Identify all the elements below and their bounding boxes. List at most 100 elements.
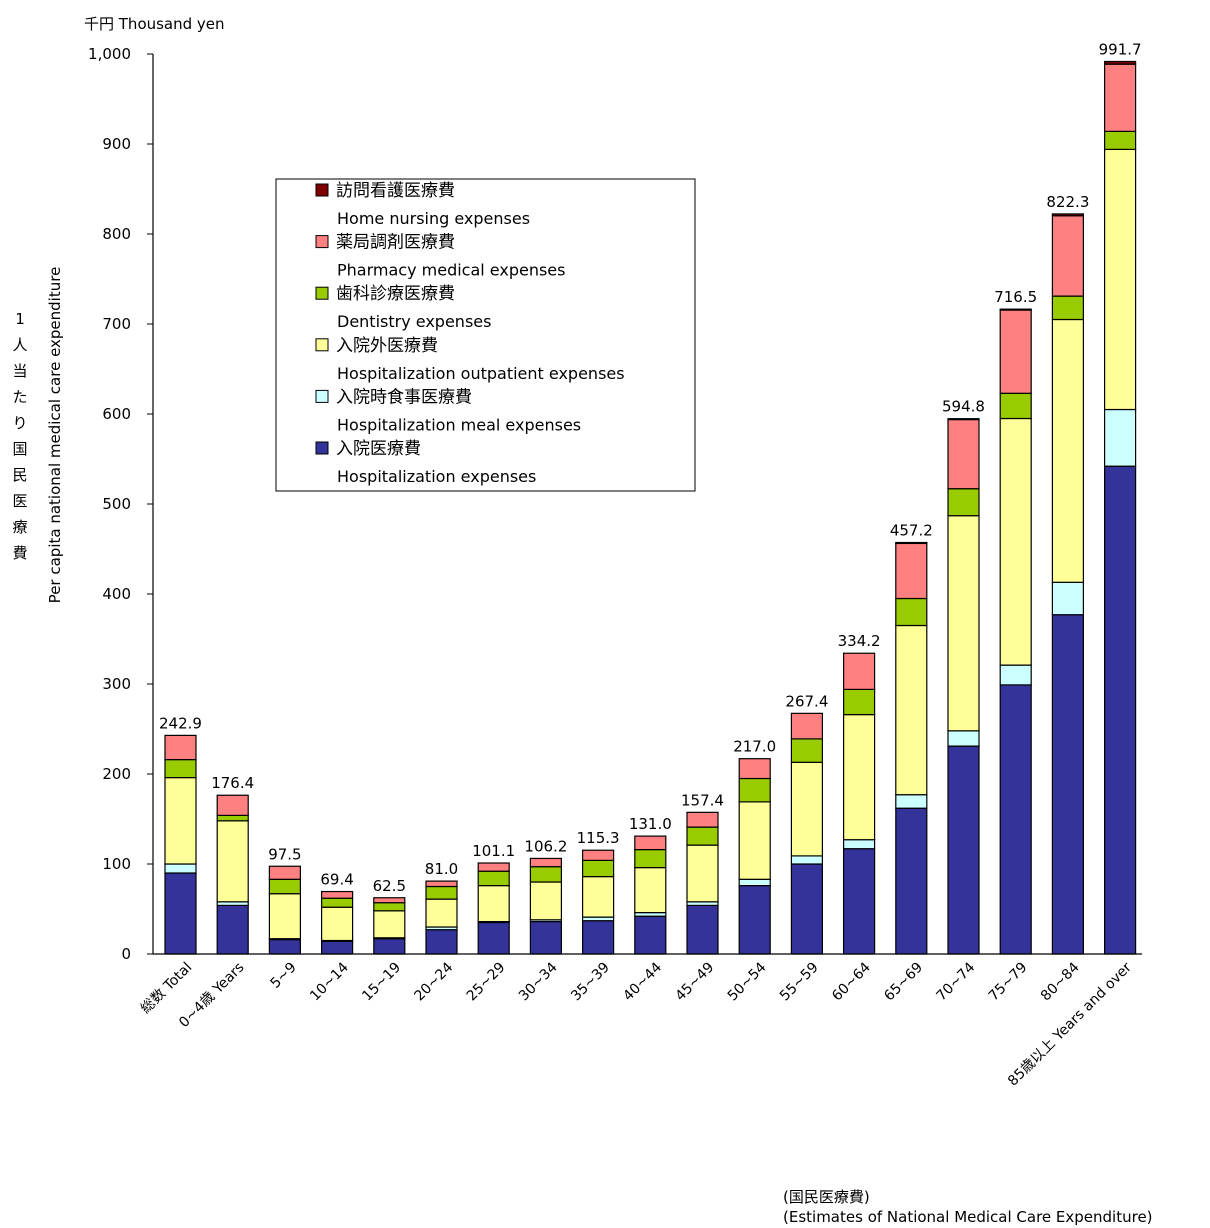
bar-segment bbox=[1103, 60, 1137, 65]
legend-swatch bbox=[315, 235, 329, 249]
bar-segment bbox=[1103, 408, 1137, 467]
bar-segment bbox=[790, 761, 824, 857]
bar-segment bbox=[216, 814, 249, 822]
legend-label-english: Pharmacy medical expenses bbox=[337, 261, 565, 280]
bar-segment bbox=[1103, 148, 1137, 411]
bar-segment bbox=[216, 794, 249, 816]
x-tick-label: 45~49 bbox=[673, 960, 718, 1005]
bar-segment bbox=[321, 940, 354, 955]
bar-segment bbox=[634, 866, 667, 914]
x-tick-label: 60~64 bbox=[829, 959, 874, 1004]
bar-segment bbox=[999, 684, 1032, 955]
bar-segment bbox=[947, 488, 980, 517]
total-label: 176.4 bbox=[211, 774, 254, 792]
bar-segment bbox=[1103, 465, 1137, 955]
y-tick-label: 500 bbox=[102, 495, 131, 513]
legend-label-english: Home nursing expenses bbox=[337, 209, 530, 228]
bar-segment bbox=[581, 849, 615, 861]
bar-segment bbox=[999, 392, 1032, 420]
bar-segment bbox=[321, 897, 354, 908]
bar-segment bbox=[373, 938, 406, 955]
bar-segment bbox=[164, 734, 197, 761]
bar-segment bbox=[790, 855, 824, 865]
total-label: 822.3 bbox=[1046, 193, 1089, 211]
total-label: 115.3 bbox=[577, 829, 620, 847]
bar-segment bbox=[581, 920, 615, 955]
bar-segment bbox=[268, 938, 301, 955]
legend-swatch bbox=[315, 286, 329, 300]
bar-segment bbox=[895, 541, 928, 545]
legend-swatch bbox=[315, 441, 329, 455]
legend-label-japanese: 訪問看護医療費 bbox=[336, 181, 455, 201]
y-axis-label-japanese-char: 人 bbox=[12, 336, 27, 354]
total-labels: 242.9 176.4 97.5 69.4 62.5 81.0 101.1 106.2 115.… bbox=[159, 40, 1142, 894]
x-tick-label: 15~19 bbox=[359, 960, 404, 1005]
bar-segment bbox=[1051, 295, 1085, 321]
y-axis-label-japanese-char: 医 bbox=[12, 492, 27, 510]
bar-segment bbox=[581, 875, 615, 918]
bar-segment bbox=[842, 713, 876, 841]
bar-segment bbox=[999, 308, 1032, 311]
y-tick-label: 200 bbox=[102, 765, 131, 783]
bar-segment bbox=[895, 794, 928, 809]
bar-segment bbox=[1051, 614, 1085, 955]
bar-segment bbox=[999, 309, 1032, 394]
y-axis-ticks: 0 100 200 300 400 500 600 700 800 900 1,000 bbox=[88, 45, 153, 963]
y-tick-label: 100 bbox=[102, 855, 131, 873]
total-label: 131.0 bbox=[629, 815, 672, 833]
y-axis-label-japanese-char: 1 bbox=[15, 310, 25, 328]
total-label: 267.4 bbox=[785, 692, 828, 710]
y-axis-label-japanese-char: 国 bbox=[12, 440, 27, 458]
bar-segment bbox=[738, 777, 771, 803]
bar-segment bbox=[686, 904, 719, 955]
x-tick-label: 5~9 bbox=[268, 960, 300, 992]
y-tick-label: 800 bbox=[102, 225, 131, 243]
bar-segment bbox=[947, 418, 980, 490]
y-tick-label: 400 bbox=[102, 585, 131, 603]
bar-segment bbox=[425, 898, 458, 928]
bar-segment bbox=[842, 848, 876, 955]
total-label: 69.4 bbox=[320, 871, 353, 889]
bar-segment bbox=[842, 839, 876, 850]
bar-segment bbox=[164, 863, 197, 874]
bar-segment bbox=[216, 904, 249, 955]
bar-segment bbox=[164, 872, 197, 955]
bar-segment bbox=[529, 857, 563, 868]
bar-segment bbox=[1051, 581, 1085, 616]
x-tick-label: 50~54 bbox=[725, 959, 770, 1004]
bar-segment bbox=[477, 870, 510, 887]
bar-segment bbox=[790, 712, 824, 740]
legend-label-english: Dentistry expenses bbox=[337, 312, 491, 331]
total-label: 991.7 bbox=[1099, 40, 1142, 58]
bar-segment bbox=[529, 881, 563, 921]
legend-label-japanese: 入院医療費 bbox=[336, 439, 421, 459]
bar-segment bbox=[1103, 63, 1137, 133]
legend-swatch bbox=[315, 338, 329, 352]
y-axis-label-japanese-char: り bbox=[12, 414, 27, 432]
bar-segment bbox=[634, 848, 667, 869]
bar-segment bbox=[999, 664, 1032, 686]
bar-segment bbox=[581, 859, 615, 878]
bar-segment bbox=[895, 624, 928, 796]
bar-segment bbox=[216, 820, 249, 903]
legend-label-japanese: 歯科診療医療費 bbox=[336, 284, 455, 304]
y-tick-label: 1,000 bbox=[88, 45, 131, 63]
y-tick-label: 900 bbox=[102, 135, 131, 153]
bar-segment bbox=[268, 893, 301, 940]
total-label: 106.2 bbox=[524, 837, 567, 855]
x-tick-label: 20~24 bbox=[412, 959, 457, 1004]
bar-segment bbox=[425, 929, 458, 955]
bar-segment bbox=[895, 807, 928, 955]
bar-segment bbox=[1051, 215, 1085, 297]
bar-segment bbox=[373, 897, 406, 904]
x-tick-label: 10~14 bbox=[307, 959, 352, 1004]
x-tick-label: 75~79 bbox=[986, 960, 1031, 1005]
bar-segment bbox=[842, 652, 876, 690]
bar-segment bbox=[529, 866, 563, 883]
bar-segment bbox=[634, 835, 667, 851]
bar-segment bbox=[947, 745, 980, 955]
x-tick-label: 25~29 bbox=[464, 960, 509, 1005]
bar-segment bbox=[738, 758, 771, 780]
